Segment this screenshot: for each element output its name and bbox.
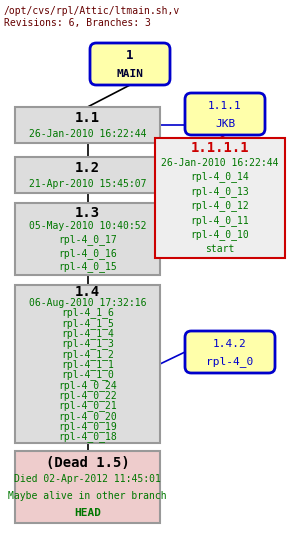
Text: rpl-4_1_1: rpl-4_1_1 bbox=[61, 359, 114, 370]
Text: rpl-4_0_22: rpl-4_0_22 bbox=[58, 390, 117, 401]
Text: rpl-4_1_6: rpl-4_1_6 bbox=[61, 307, 114, 318]
Bar bbox=[15, 157, 160, 193]
Text: 1.1.1.1: 1.1.1.1 bbox=[191, 141, 249, 155]
Text: rpl-4_0_18: rpl-4_0_18 bbox=[58, 431, 117, 442]
Text: 1: 1 bbox=[126, 49, 134, 62]
FancyBboxPatch shape bbox=[185, 331, 275, 373]
Text: rpl-4_1_5: rpl-4_1_5 bbox=[61, 318, 114, 329]
Text: rpl-4_0_10: rpl-4_0_10 bbox=[191, 229, 249, 241]
Text: rpl-4_1_3: rpl-4_1_3 bbox=[61, 338, 114, 349]
Text: (Dead 1.5): (Dead 1.5) bbox=[46, 456, 130, 470]
Text: 1.4.2: 1.4.2 bbox=[213, 339, 247, 349]
Bar bbox=[15, 107, 160, 143]
Text: 26-Jan-2010 16:22:44: 26-Jan-2010 16:22:44 bbox=[161, 157, 279, 168]
Text: rpl-4_0_15: rpl-4_0_15 bbox=[58, 261, 117, 272]
Text: 1.4: 1.4 bbox=[75, 285, 100, 299]
Text: 1.3: 1.3 bbox=[75, 205, 100, 219]
Text: rpl-4_0_14: rpl-4_0_14 bbox=[191, 172, 249, 182]
Text: rpl-4_0_11: rpl-4_0_11 bbox=[191, 215, 249, 226]
Text: 1.2: 1.2 bbox=[75, 161, 100, 175]
Text: rpl-4_0_17: rpl-4_0_17 bbox=[58, 234, 117, 245]
Bar bbox=[155, 138, 285, 258]
Text: 05-May-2010 10:40:52: 05-May-2010 10:40:52 bbox=[29, 221, 146, 231]
Text: rpl-4_0_21: rpl-4_0_21 bbox=[58, 400, 117, 411]
Text: /opt/cvs/rpl/Attic/ltmain.sh,v: /opt/cvs/rpl/Attic/ltmain.sh,v bbox=[4, 6, 180, 16]
Text: 1.1: 1.1 bbox=[75, 111, 100, 125]
FancyBboxPatch shape bbox=[185, 93, 265, 135]
Text: start: start bbox=[205, 244, 235, 254]
Text: Maybe alive in other branch: Maybe alive in other branch bbox=[8, 491, 167, 501]
Text: rpl-4_0_24: rpl-4_0_24 bbox=[58, 380, 117, 390]
Text: rpl-4_0_19: rpl-4_0_19 bbox=[58, 421, 117, 432]
Text: HEAD: HEAD bbox=[74, 508, 101, 518]
Bar bbox=[15, 285, 160, 443]
Text: rpl-4_0_13: rpl-4_0_13 bbox=[191, 186, 249, 197]
Text: Revisions: 6, Branches: 3: Revisions: 6, Branches: 3 bbox=[4, 18, 151, 28]
Text: Died 02-Apr-2012 11:45:01: Died 02-Apr-2012 11:45:01 bbox=[14, 475, 161, 484]
Text: rpl-4_1_4: rpl-4_1_4 bbox=[61, 328, 114, 339]
Text: rpl-4_0: rpl-4_0 bbox=[206, 357, 254, 368]
Text: rpl-4_1_2: rpl-4_1_2 bbox=[61, 349, 114, 359]
FancyBboxPatch shape bbox=[90, 43, 170, 85]
Text: MAIN: MAIN bbox=[117, 69, 143, 79]
Text: rpl-4_1_0: rpl-4_1_0 bbox=[61, 369, 114, 380]
Text: JKB: JKB bbox=[215, 119, 235, 129]
Text: rpl-4_0_20: rpl-4_0_20 bbox=[58, 411, 117, 421]
Text: 21-Apr-2010 15:45:07: 21-Apr-2010 15:45:07 bbox=[29, 179, 146, 188]
Bar bbox=[15, 451, 160, 523]
Text: rpl-4_0_16: rpl-4_0_16 bbox=[58, 248, 117, 258]
Text: rpl-4_0_12: rpl-4_0_12 bbox=[191, 200, 249, 211]
Text: 06-Aug-2010 17:32:16: 06-Aug-2010 17:32:16 bbox=[29, 298, 146, 307]
Text: 1.1.1: 1.1.1 bbox=[208, 101, 242, 111]
Bar bbox=[15, 203, 160, 275]
Text: 26-Jan-2010 16:22:44: 26-Jan-2010 16:22:44 bbox=[29, 129, 146, 138]
